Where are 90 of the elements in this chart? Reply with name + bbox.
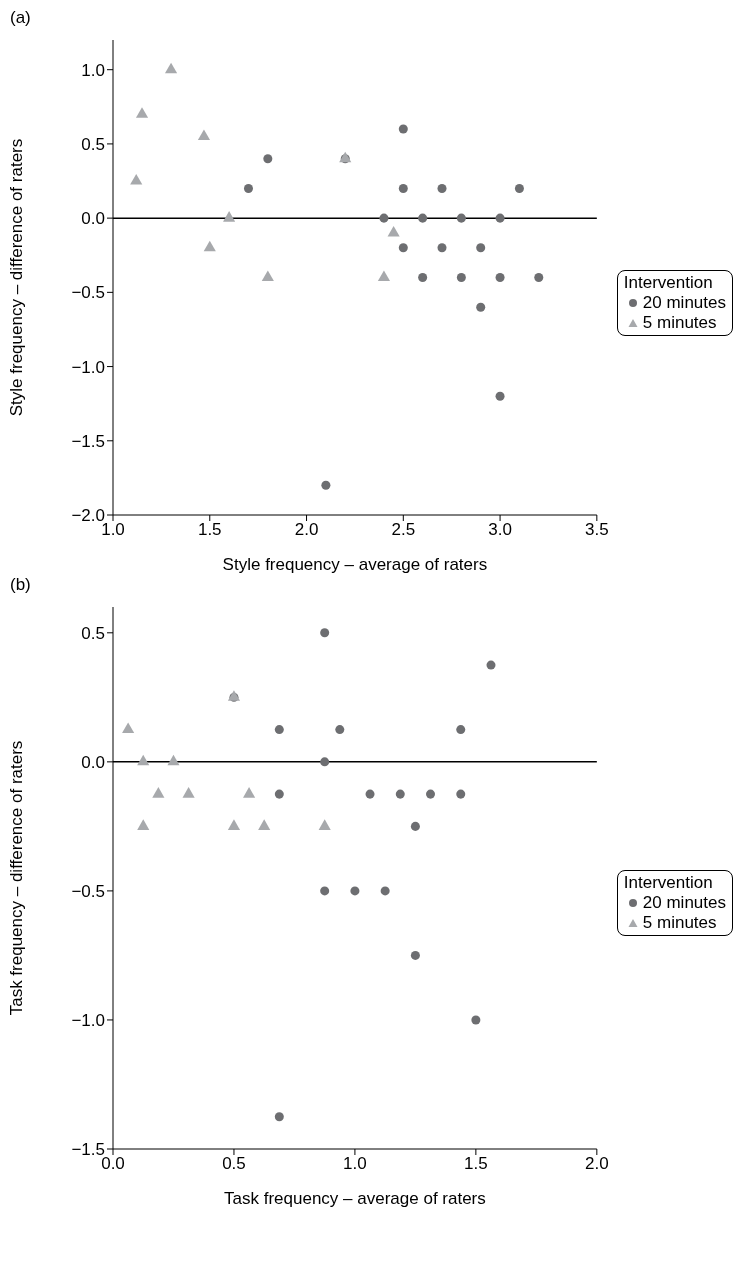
point [534, 272, 544, 283]
point [495, 272, 505, 283]
chart-title: (a) [9, 8, 32, 29]
y-tick-label: −1.5 [71, 431, 105, 451]
legend-title: Intervention [623, 272, 714, 293]
point [418, 213, 428, 223]
point [398, 124, 408, 134]
point [350, 886, 360, 896]
point [261, 270, 274, 282]
point [395, 789, 405, 799]
legend-label: 5 minutes [642, 312, 717, 333]
y-axis-title: Style frequency – difference of raters [7, 138, 27, 417]
point [203, 240, 216, 252]
point [377, 270, 391, 282]
point [263, 154, 273, 164]
x-tick-label: 3.0 [488, 520, 512, 540]
point [164, 62, 178, 74]
point [486, 660, 496, 670]
point [227, 819, 241, 830]
point [426, 789, 436, 799]
point [514, 183, 524, 193]
y-axis-title: Task frequency – difference of raters [7, 740, 27, 1016]
point [321, 480, 331, 490]
point [137, 819, 150, 830]
point [197, 129, 211, 140]
point [318, 819, 331, 830]
point [122, 722, 135, 734]
point [379, 213, 389, 223]
point [437, 243, 447, 253]
x-tick-label: 2.0 [294, 520, 319, 540]
point [274, 1112, 284, 1122]
point [456, 213, 466, 223]
point [398, 183, 408, 193]
y-tick-label: 0.5 [81, 623, 105, 643]
point [335, 725, 345, 735]
y-tick-label: 0.0 [81, 752, 105, 772]
x-tick-label: 1.5 [197, 520, 222, 540]
y-tick-label: −1.0 [71, 1010, 105, 1030]
point [274, 725, 284, 735]
point [418, 272, 428, 283]
point [258, 819, 271, 830]
x-tick-label: 1.0 [101, 520, 125, 540]
point [137, 754, 150, 766]
x-axis-title: Task frequency – average of raters [224, 1189, 486, 1208]
point [320, 628, 330, 638]
point [243, 183, 253, 193]
legend-title: Intervention [623, 873, 714, 893]
point [380, 886, 390, 896]
x-tick-label: 3.5 [585, 520, 609, 540]
point [274, 789, 284, 799]
point [365, 789, 375, 799]
x-tick-label: 1.5 [464, 1154, 488, 1174]
point [223, 211, 236, 222]
chart-title: (b) [9, 575, 32, 596]
y-tick-label: −0.5 [71, 283, 105, 303]
point [135, 107, 149, 118]
legend-label: 5 minutes [642, 913, 717, 933]
x-tick-label: 2.5 [391, 520, 416, 540]
point [320, 757, 330, 767]
point [456, 789, 466, 799]
y-tick-label: −1.0 [71, 357, 105, 377]
y-tick-label: 1.0 [81, 60, 105, 80]
point [471, 1015, 481, 1025]
point [320, 886, 330, 896]
point [437, 183, 447, 193]
point [167, 754, 180, 766]
point [410, 950, 420, 960]
x-tick-label: 0.5 [222, 1154, 246, 1174]
y-tick-label: 0.0 [81, 209, 105, 229]
point [495, 391, 505, 401]
point [130, 174, 143, 185]
point [152, 787, 165, 798]
x-tick-label: 0.0 [101, 1154, 125, 1174]
point [243, 787, 256, 798]
point [182, 787, 195, 798]
legend-label: 20 minutes [642, 893, 726, 913]
y-tick-label: 0.5 [81, 134, 105, 154]
point [387, 225, 400, 237]
point [495, 213, 505, 223]
point [410, 821, 420, 831]
legend-label: 20 minutes [642, 292, 726, 313]
point [476, 243, 486, 253]
x-tick-label: 2.0 [585, 1154, 609, 1174]
x-tick-label: 1.0 [343, 1154, 367, 1174]
point [456, 272, 466, 283]
point [398, 243, 408, 253]
y-tick-label: −0.5 [71, 881, 105, 901]
point [456, 725, 466, 735]
point [476, 302, 486, 312]
x-axis-title: Style frequency – average of raters [222, 555, 488, 574]
